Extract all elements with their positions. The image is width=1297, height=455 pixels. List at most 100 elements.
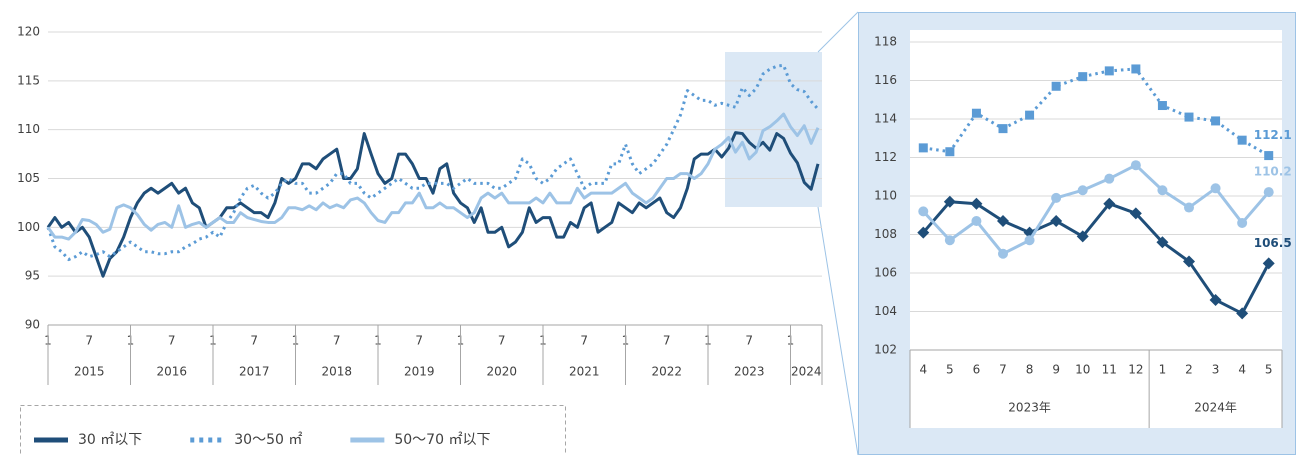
zoom-connector [817,206,859,455]
y-tick-label: 120 [17,25,40,39]
marker [971,108,981,118]
year-label: 2017 [239,365,270,379]
series-line [922,163,1270,256]
zoom-connector [817,11,859,53]
x-tick-label: 4 [1238,363,1246,377]
x-tick-label: 9 [1052,363,1060,377]
marker [1129,207,1142,220]
x-tick-label: 7 [415,334,423,348]
marker [945,147,955,157]
marker [944,235,955,246]
x-tick-label: 7 [498,334,506,348]
marker [1103,197,1116,210]
marker [970,197,983,210]
y-tick-label: 110 [874,189,897,203]
y-tick-label: 104 [874,304,897,318]
marker [917,226,930,239]
marker [1211,116,1221,126]
marker [1104,173,1115,184]
y-tick-label: 95 [25,269,40,283]
legend-label: 50～70 ㎡以下 [394,432,490,448]
marker [1050,215,1063,228]
marker [998,124,1008,134]
marker [1210,183,1221,194]
x-tick-label: 4 [919,363,927,377]
x-tick-label: 10 [1075,363,1090,377]
marker [1051,192,1062,203]
marker [1263,187,1274,198]
marker [1236,307,1249,320]
legend-box [20,405,566,455]
year-label: 2020 [486,365,517,379]
marker [971,216,982,227]
x-tick-label: 7 [85,334,93,348]
marker [1156,236,1169,249]
x-tick-label: 7 [580,334,588,348]
year-label: 2023 [734,365,765,379]
marker [1184,202,1194,213]
marker [1237,217,1248,228]
year-label: 2023年 [1008,401,1051,415]
marker [1025,110,1035,120]
y-tick-label: 116 [874,73,897,87]
x-tick-label: 2 [1185,363,1193,377]
year-label: 2019 [404,365,435,379]
year-label: 2016 [156,365,187,379]
x-tick-label: 11 [1102,363,1117,377]
y-tick-label: 100 [17,220,40,234]
x-tick-label: 1 [1159,363,1167,377]
series-line [46,112,820,241]
marker [1157,101,1167,111]
y-tick-label: 105 [17,171,40,185]
y-tick-label: 118 [874,35,897,49]
x-tick-label: 7 [168,334,176,348]
y-tick-label: 90 [25,318,40,332]
marker [1131,64,1141,74]
marker [1130,160,1141,171]
marker [1184,112,1194,122]
series-line [46,63,820,262]
y-tick-label: 110 [17,122,40,136]
marker [1078,72,1088,82]
year-label: 2024 [791,365,822,379]
data-label: 106.5 [1254,236,1292,250]
marker [998,248,1008,259]
y-tick-label: 112 [874,150,897,164]
marker [918,206,929,217]
y-tick-label: 108 [874,227,897,241]
year-label: 2021 [569,365,600,379]
series-line [922,200,1271,315]
marker [1209,293,1222,306]
y-tick-label: 102 [874,343,897,357]
series-line [46,131,820,278]
marker [1077,185,1088,196]
data-label: 112.1 [1254,128,1292,142]
year-label: 2024年 [1194,401,1237,415]
x-tick-label: 12 [1128,363,1143,377]
y-tick-label: 115 [17,73,40,87]
legend-label: 30 ㎡以下 [78,432,142,448]
x-tick-label: 7 [250,334,258,348]
x-tick-label: 7 [999,363,1007,377]
zoom-plot-bg [910,30,1282,428]
marker [918,143,928,153]
marker [1104,66,1114,76]
year-label: 2018 [321,365,352,379]
marker [997,215,1009,228]
data-label: 110.2 [1254,165,1292,179]
y-tick-label: 114 [874,112,897,126]
x-tick-label: 5 [1265,363,1273,377]
x-tick-label: 5 [946,363,954,377]
x-tick-label: 8 [1026,363,1034,377]
year-label: 2015 [74,365,105,379]
marker [943,195,956,208]
x-tick-label: 7 [333,334,341,348]
marker [1076,230,1089,243]
y-tick-label: 106 [874,266,897,280]
x-tick-label: 3 [1212,363,1220,377]
x-tick-label: 6 [973,363,981,377]
year-label: 2022 [651,365,682,379]
x-tick-label: 7 [663,334,671,348]
marker [1264,151,1274,161]
